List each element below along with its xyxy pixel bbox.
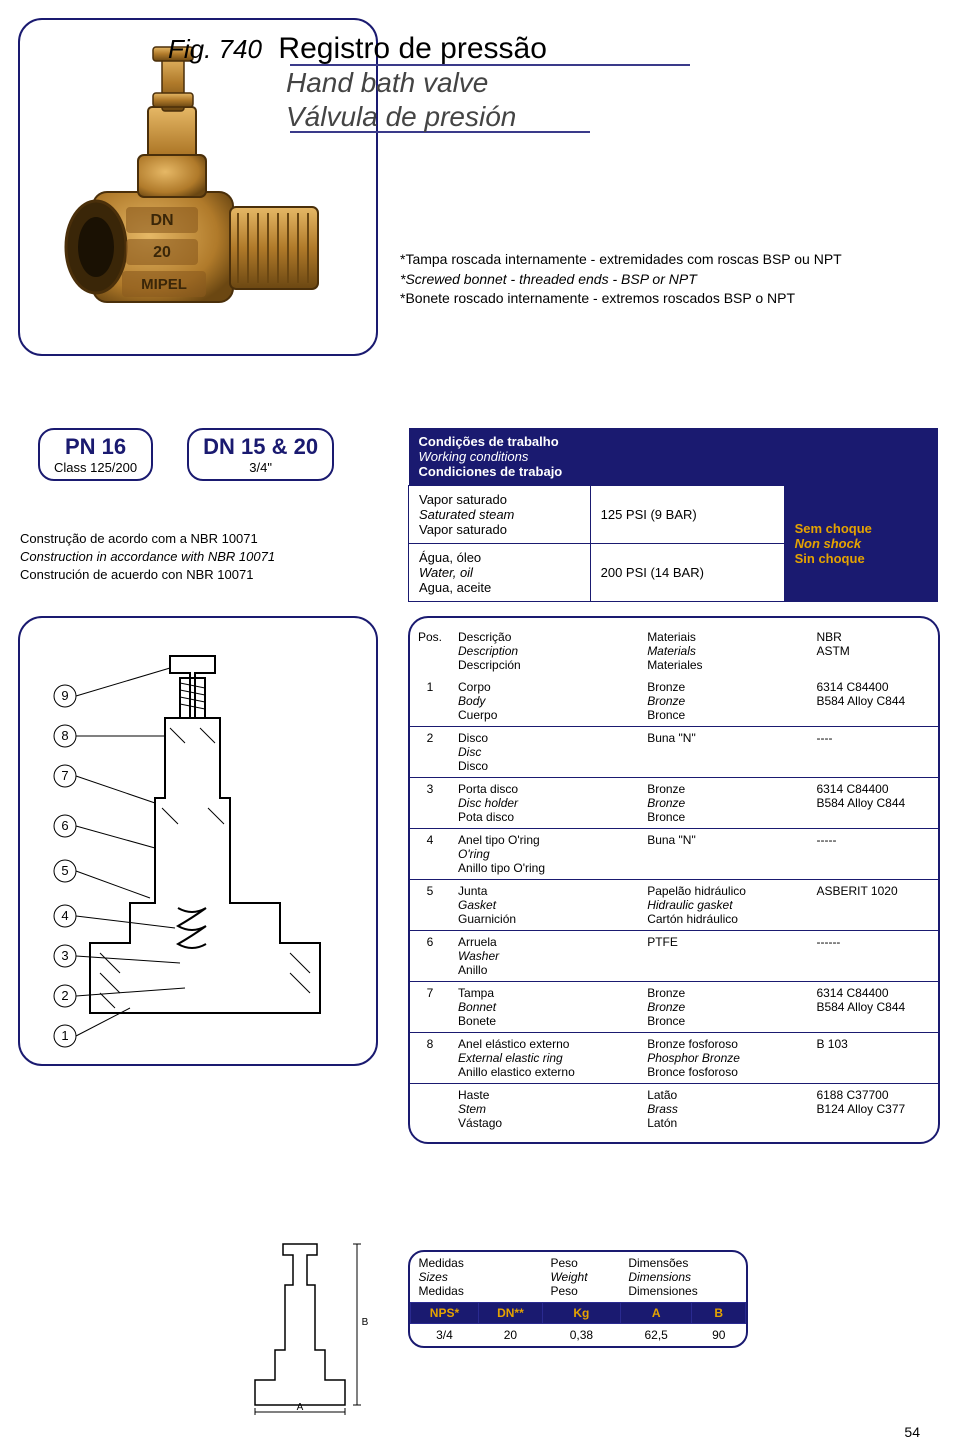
table-row: 8Anel elástico externoExternal elastic r… [410, 1033, 938, 1084]
note-es: *Bonete roscado internamente - extremos … [400, 289, 920, 309]
note-pt: *Tampa roscada internamente - extremidad… [400, 250, 920, 270]
table-row: 3Porta discoDisc holderPota discoBronzeB… [410, 778, 938, 829]
table-row: 5JuntaGasketGuarniciónPapelão hidráulico… [410, 880, 938, 931]
mat-hdr-mat: Materiais Materials Materiales [639, 626, 808, 676]
title-block: Fig. 740 Registro de pressão Hand bath v… [168, 32, 708, 133]
cross-section-diagram: 9 8 7 6 5 4 3 2 1 [20, 618, 380, 1068]
svg-text:9: 9 [61, 688, 68, 703]
class-value: Class 125/200 [54, 460, 137, 475]
table-row: 6ArruelaWasherAnilloPTFE------ [410, 931, 938, 982]
val-b: 90 [692, 1324, 746, 1347]
table-row: 2DiscoDiscDiscoBuna "N"---- [410, 727, 938, 778]
val-dn: 20 [478, 1324, 542, 1347]
cond-header: Condições de trabalho Working conditions… [409, 428, 938, 486]
val-nps: 3/4 [411, 1324, 479, 1347]
constr-es: Construción de acuerdo con NBR 10071 [20, 566, 275, 584]
table-row: 7TampaBonnetBoneteBronzeBronzeBronce6314… [410, 982, 938, 1033]
noshock-cell: Sem choque Non shock Sin choque [784, 486, 937, 602]
mat-hdr-desc: Descrição Description Descripción [450, 626, 639, 676]
dn-size: 3/4" [203, 460, 318, 475]
cross-section-frame: 9 8 7 6 5 4 3 2 1 [18, 616, 378, 1066]
pn-value: PN 16 [54, 434, 137, 460]
svg-text:6: 6 [61, 818, 68, 833]
mat-hdr-std: NBR ASTM [808, 626, 938, 676]
dn-value: DN 15 & 20 [203, 434, 318, 460]
notes-block: *Tampa roscada internamente - extremidad… [400, 250, 920, 309]
mat-hdr-pos: Pos. [410, 626, 450, 676]
col-nps: NPS* [411, 1303, 479, 1324]
rating-boxes: PN 16 Class 125/200 DN 15 & 20 3/4" [38, 428, 334, 481]
constr-pt: Construção de acordo com a NBR 10071 [20, 530, 275, 548]
title-sub-en: Hand bath valve [286, 66, 708, 100]
title-sub-es: Válvula de presión [286, 100, 708, 134]
svg-text:20: 20 [153, 244, 171, 261]
dn-box: DN 15 & 20 3/4" [187, 428, 334, 481]
conditions-table: Condições de trabalho Working conditions… [408, 428, 938, 602]
svg-text:MIPEL: MIPEL [141, 276, 187, 293]
cond-r1-label: Vapor saturado Saturated steam Vapor sat… [409, 486, 591, 544]
svg-text:B: B [362, 1317, 369, 1328]
sizes-table: Medidas Sizes Medidas Peso Weight Peso D… [408, 1250, 748, 1348]
table-row: 1CorpoBodyCuerpoBronzeBronzeBronce6314 C… [410, 676, 938, 727]
svg-text:3: 3 [61, 948, 68, 963]
pn-box: PN 16 Class 125/200 [38, 428, 153, 481]
svg-text:8: 8 [61, 728, 68, 743]
table-row: 4Anel tipo O'ringO'ringAnillo tipo O'rin… [410, 829, 938, 880]
svg-text:A: A [297, 1402, 304, 1413]
svg-text:1: 1 [61, 1028, 68, 1043]
dimension-diagram: A B [225, 1230, 375, 1415]
constr-en: Construction in accordance with NBR 1007… [20, 548, 275, 566]
svg-text:2: 2 [61, 988, 68, 1003]
col-kg: Kg [542, 1303, 620, 1324]
page-number: 54 [904, 1424, 920, 1440]
fig-label: Fig. 740 [168, 34, 262, 65]
materials-table: Pos. Descrição Description Descripción M… [408, 616, 940, 1144]
col-dn: DN** [478, 1303, 542, 1324]
col-a: A [620, 1303, 692, 1324]
col-b: B [692, 1303, 746, 1324]
table-row: HasteStemVástagoLatãoBrassLatón6188 C377… [410, 1084, 938, 1135]
val-kg: 0,38 [542, 1324, 620, 1347]
size-hdr-wt: Peso Weight Peso [542, 1252, 620, 1303]
svg-text:4: 4 [61, 908, 68, 923]
construction-note: Construção de acordo com a NBR 10071 Con… [20, 530, 275, 585]
cond-r2-label: Água, óleo Water, oil Agua, aceite [409, 544, 591, 602]
title-main: Registro de pressão [278, 32, 546, 66]
svg-text:5: 5 [61, 863, 68, 878]
size-hdr-size: Medidas Sizes Medidas [411, 1252, 543, 1303]
size-hdr-dim: Dimensões Dimensions Dimensiones [620, 1252, 745, 1303]
cond-r2-val: 200 PSI (14 BAR) [590, 544, 784, 602]
svg-text:DN: DN [150, 212, 173, 229]
val-a: 62,5 [620, 1324, 692, 1347]
svg-text:7: 7 [61, 768, 68, 783]
note-en: *Screwed bonnet - threaded ends - BSP or… [400, 270, 920, 290]
cond-r1-val: 125 PSI (9 BAR) [590, 486, 784, 544]
